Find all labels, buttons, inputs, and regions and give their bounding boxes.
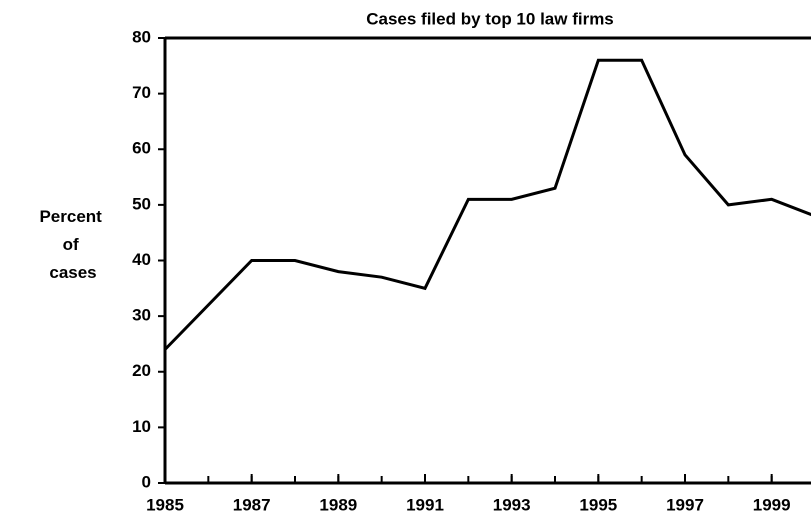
x-tick-label: 1995 — [579, 495, 617, 514]
y-tick-label: 20 — [132, 361, 151, 380]
y-tick-label: 60 — [132, 139, 151, 158]
x-tick-label: 1999 — [753, 495, 791, 514]
x-tick-label: 1987 — [233, 495, 271, 514]
y-tick-label: 80 — [132, 27, 151, 46]
x-tick-label: 1985 — [146, 495, 184, 514]
y-tick-label: 0 — [142, 472, 151, 491]
y-tick-label: 50 — [132, 194, 151, 213]
y-tick-label: 30 — [132, 306, 151, 325]
y-tick-label: 10 — [132, 417, 151, 436]
chart-title: Cases filed by top 10 law firms — [366, 9, 614, 28]
y-tick-label: 70 — [132, 83, 151, 102]
x-tick-label: 1997 — [666, 495, 704, 514]
y-tick-label: 40 — [132, 250, 151, 269]
x-tick-label: 1991 — [406, 495, 444, 514]
y-axis-label: Percent of cases — [39, 207, 106, 282]
x-tick-label: 1993 — [493, 495, 531, 514]
line-series — [163, 58, 811, 351]
x-tick-label: 1989 — [319, 495, 357, 514]
